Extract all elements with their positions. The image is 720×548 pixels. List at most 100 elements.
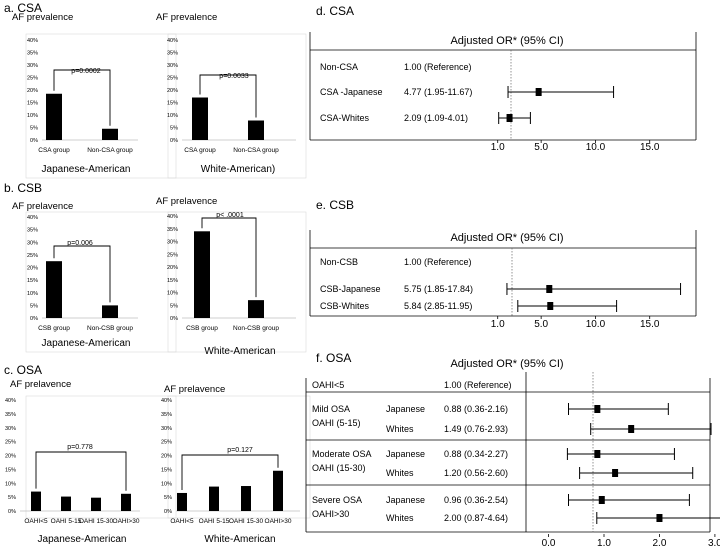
row-group: Whites: [386, 424, 414, 434]
y-tick-label: 30%: [27, 63, 38, 69]
forest-header: Adjusted OR* (95% CI): [450, 35, 563, 47]
bar: [121, 493, 131, 511]
y-tick-label: 30%: [161, 426, 172, 432]
or-text: 0.88 (0.36-2.16): [444, 404, 508, 414]
y-tick-label: 10%: [167, 291, 178, 297]
y-tick-label: 40%: [161, 398, 172, 404]
p-value-label: p< .0001: [216, 212, 244, 219]
forest-header: Adjusted OR* (95% CI): [450, 358, 563, 370]
y-tick-label: 10%: [5, 481, 16, 487]
forest-header: Adjusted OR* (95% CI): [450, 232, 563, 244]
bar: [209, 486, 219, 511]
y-tick-label: 15%: [27, 278, 38, 284]
x-tick-label: 5.0: [534, 319, 548, 330]
x-tick-label: 3.0: [708, 538, 720, 548]
y-tick-label: 40%: [167, 38, 178, 44]
x-tick-label: 1.0: [491, 319, 505, 330]
category-label: Non-CSB group: [233, 325, 279, 332]
y-tick-label: 20%: [161, 454, 172, 460]
or-text: 2.09 (1.09-4.01): [404, 113, 468, 123]
chart-title: AF prelavence: [12, 201, 73, 212]
row-label: Severe OSA: [312, 495, 362, 505]
or-text: 1.00 (Reference): [444, 380, 512, 390]
bar: [192, 97, 208, 140]
chart-title: AF prevalence: [12, 12, 73, 23]
or-text: 1.20 (0.56-2.60): [444, 468, 508, 478]
chart-frame: [167, 211, 307, 353]
bar-chart-c2: AF prelavence 0% 5% 10% 15% 20% 25% 30% 35% 40% OA…: [161, 384, 311, 545]
x-tick-label: 1.0: [597, 538, 611, 548]
bar-chart-b2: AF prelavence 0% 5% 10% 15% 20% 25% 30% 35% 40% CS…: [156, 196, 307, 357]
y-tick-label: 10%: [167, 113, 178, 119]
group-label: White-American): [201, 164, 275, 175]
category-label: OAHI<5: [170, 518, 194, 525]
y-tick-label: 10%: [27, 291, 38, 297]
x-tick-label: 5.0: [534, 142, 548, 153]
bar: [31, 491, 41, 511]
category-label: OAHI<5: [24, 518, 48, 525]
row-label: Non-CSB: [320, 257, 358, 267]
x-tick-label: 10.0: [586, 319, 606, 330]
y-tick-label: 40%: [27, 215, 38, 221]
y-tick-label: 15%: [161, 467, 172, 473]
y-tick-label: 25%: [167, 76, 178, 82]
bar: [177, 492, 187, 511]
chart-frame: [167, 395, 311, 519]
y-tick-label: 10%: [27, 113, 38, 119]
category-label: CSB group: [186, 325, 218, 332]
group-label: White-American: [204, 534, 275, 545]
row-group: Whites: [386, 468, 414, 478]
y-tick-label: 35%: [167, 51, 178, 57]
y-tick-label: 40%: [27, 38, 38, 44]
significance-bracket: [35, 451, 127, 491]
x-tick-label: 15.0: [640, 319, 660, 330]
y-tick-label: 35%: [27, 228, 38, 234]
y-tick-label: 0%: [170, 316, 178, 322]
bar: [91, 497, 101, 511]
section-label: b. CSB: [4, 181, 42, 195]
bar: [273, 470, 283, 511]
significance-bracket: [53, 245, 111, 303]
y-tick-label: 0%: [30, 138, 38, 144]
bar-chart-a2: AF prevalence 0% 5% 10% 15% 20% 25% 30% 35% 40% CS…: [156, 12, 307, 179]
group-label: White-American: [204, 346, 275, 357]
section-label: a. CSA: [4, 1, 42, 15]
chart-title: AF prelavence: [10, 379, 71, 390]
y-tick-label: 15%: [27, 101, 38, 107]
point-estimate: [594, 450, 601, 458]
row-sublabel: OAHI>30: [312, 509, 349, 519]
y-tick-label: 5%: [30, 126, 38, 132]
chart-title: AF prelavence: [164, 384, 225, 395]
chart-frame: [25, 395, 177, 519]
or-text: 1.00 (Reference): [404, 257, 472, 267]
or-text: 1.00 (Reference): [404, 62, 472, 72]
bar: [102, 128, 118, 140]
y-tick-label: 20%: [27, 88, 38, 94]
row-label: Non-CSA: [320, 62, 358, 72]
forest-plot-f: f. OSA Adjusted OR* (95% CI) OAHI<5 1.00 (R…: [305, 351, 720, 548]
chart-title: AF prevalence: [156, 12, 217, 23]
section-label: c. OSA: [4, 363, 42, 377]
category-label: OAHI 15-30: [229, 518, 264, 525]
y-tick-label: 0%: [8, 509, 16, 515]
x-tick-label: 10.0: [586, 142, 606, 153]
chart-title: AF prelavence: [156, 196, 217, 207]
significance-bracket: [181, 454, 279, 490]
point-estimate: [612, 469, 619, 477]
category-label: OAHI 15-30: [79, 518, 114, 525]
y-tick-label: 35%: [27, 51, 38, 57]
forest-plot-e: e. CSB Adjusted OR* (95% CI) Non-CSB 1.00 (…: [309, 198, 697, 330]
x-tick-label: 2.0: [653, 538, 667, 548]
point-estimate: [594, 405, 601, 413]
y-tick-label: 25%: [27, 253, 38, 259]
y-tick-label: 15%: [167, 278, 178, 284]
p-value-label: p=0.0002: [71, 68, 100, 75]
y-tick-label: 30%: [167, 63, 178, 69]
y-tick-label: 35%: [5, 412, 16, 418]
bar: [102, 305, 118, 318]
point-estimate: [656, 514, 663, 522]
row-label: CSA -Japanese: [320, 87, 383, 97]
y-tick-label: 5%: [30, 303, 38, 309]
bar-chart-b1: b. CSB AF prelavence 0% 5% 10% 15% 20% 25% 30% 35…: [4, 181, 177, 353]
